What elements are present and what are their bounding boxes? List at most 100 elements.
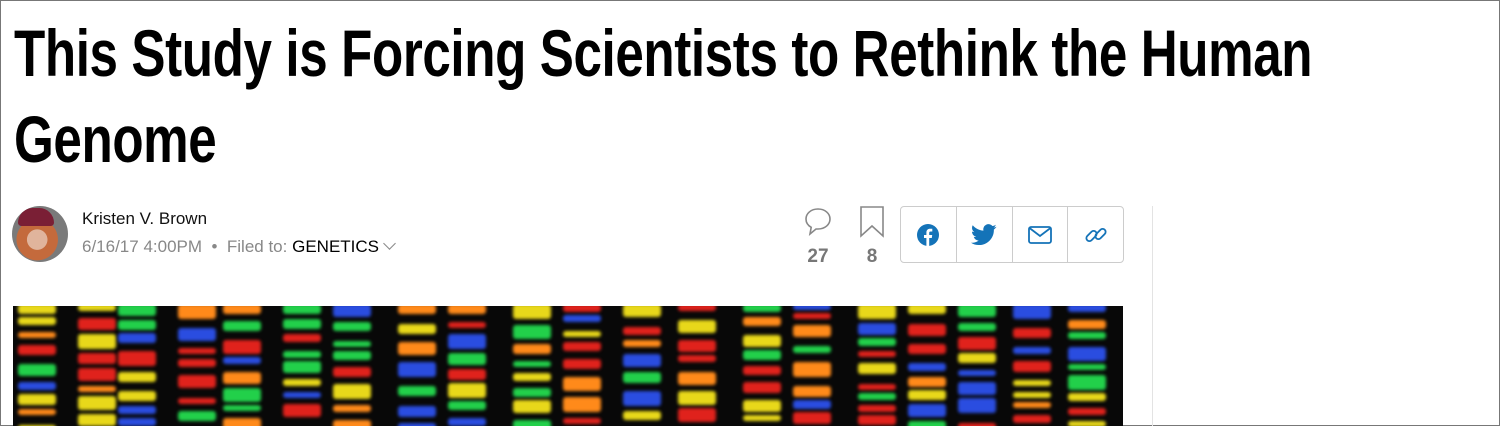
share-email-button[interactable] (1011, 207, 1068, 262)
gel-band (743, 400, 781, 412)
gel-band (793, 362, 831, 377)
gel-band (223, 340, 261, 354)
gel-band (793, 400, 831, 409)
gel-band (858, 405, 896, 412)
gel-band (18, 382, 56, 390)
filed-tag[interactable]: GENETICS (292, 237, 380, 256)
gel-band (118, 418, 156, 426)
article-hero-image[interactable] (13, 306, 1123, 426)
timestamp[interactable]: 6/16/17 4:00PM (82, 237, 203, 256)
gel-band (78, 396, 116, 410)
gel-band (78, 306, 116, 311)
gel-band (743, 415, 781, 421)
gel-band (908, 390, 946, 400)
comments-button[interactable]: 27 (801, 206, 835, 268)
gel-band (958, 323, 996, 331)
gel-lane (958, 306, 996, 426)
gel-band (623, 327, 661, 335)
gel-band (513, 400, 551, 413)
comment-icon (805, 208, 831, 237)
gel-lane (623, 306, 661, 426)
gel-band (1068, 332, 1106, 339)
gel-band (743, 350, 781, 360)
gel-band (283, 334, 321, 342)
gel-band (78, 318, 116, 330)
gel-band (623, 354, 661, 367)
bookmark-button[interactable]: 8 (857, 206, 887, 268)
bookmark-icon (860, 206, 884, 238)
gel-band (513, 420, 551, 426)
gel-band (178, 375, 216, 388)
gel-band (1068, 393, 1106, 401)
author-avatar[interactable] (12, 206, 68, 262)
filed-label: Filed to: (226, 237, 288, 256)
gel-band (678, 320, 716, 333)
gel-band (563, 359, 601, 369)
gel-band (793, 346, 831, 353)
gel-band (333, 306, 371, 317)
gel-lane (513, 306, 551, 426)
gel-lane (793, 306, 831, 426)
gel-band (178, 359, 216, 367)
gel-band (858, 338, 896, 346)
gel-band (513, 361, 551, 367)
gel-band (563, 315, 601, 322)
gel-band (563, 397, 601, 412)
author-name[interactable]: Kristen V. Brown (82, 209, 208, 228)
gel-band (223, 372, 261, 384)
gel-band (178, 306, 216, 319)
gel-band (223, 306, 261, 314)
gel-band (118, 320, 156, 330)
gel-band (333, 367, 371, 377)
gel-band (333, 351, 371, 360)
gel-band (908, 421, 946, 426)
article-meta: 6/16/17 4:00PM • Filed to: GENETICS (82, 237, 396, 257)
gel-band (563, 418, 601, 424)
gel-band (1068, 347, 1106, 361)
comment-count: 27 (807, 246, 829, 267)
gel-band (118, 351, 156, 366)
gel-band (623, 340, 661, 347)
chevron-down-icon[interactable] (383, 237, 396, 250)
share-twitter-button[interactable] (955, 207, 1012, 262)
share-link-button[interactable] (1067, 207, 1123, 262)
gel-band (958, 423, 996, 426)
gel-band (1013, 402, 1051, 408)
gel-band (18, 364, 56, 376)
gel-band (1068, 306, 1106, 312)
gel-band (908, 344, 946, 354)
gel-lane (398, 306, 436, 426)
gel-band (398, 324, 436, 334)
gel-band (78, 334, 116, 349)
gel-band (1068, 375, 1106, 390)
gel-band (563, 306, 601, 312)
gel-band (283, 392, 321, 398)
gel-band (1068, 408, 1106, 415)
gel-band (1068, 320, 1106, 329)
gel-band (1013, 380, 1051, 386)
gel-band (958, 353, 996, 363)
gel-band (908, 363, 946, 371)
gel-band (333, 341, 371, 347)
gel-band (1068, 364, 1106, 370)
gel-band (333, 322, 371, 331)
gel-lane (333, 306, 371, 426)
gel-band (223, 418, 261, 426)
gel-band (178, 411, 216, 421)
gel-band (78, 353, 116, 364)
facebook-icon (917, 223, 940, 246)
gel-band (78, 414, 116, 426)
gel-band (333, 384, 371, 399)
twitter-icon (971, 223, 997, 245)
gel-band (18, 306, 56, 314)
gel-band (448, 383, 486, 398)
gel-lane (283, 306, 321, 426)
gel-band (78, 386, 116, 392)
email-icon (1027, 225, 1052, 244)
gel-band (223, 405, 261, 411)
gel-lane (908, 306, 946, 426)
gel-band (743, 317, 781, 326)
gel-band (448, 369, 486, 380)
share-facebook-button[interactable] (901, 207, 956, 262)
gel-band (743, 382, 781, 393)
